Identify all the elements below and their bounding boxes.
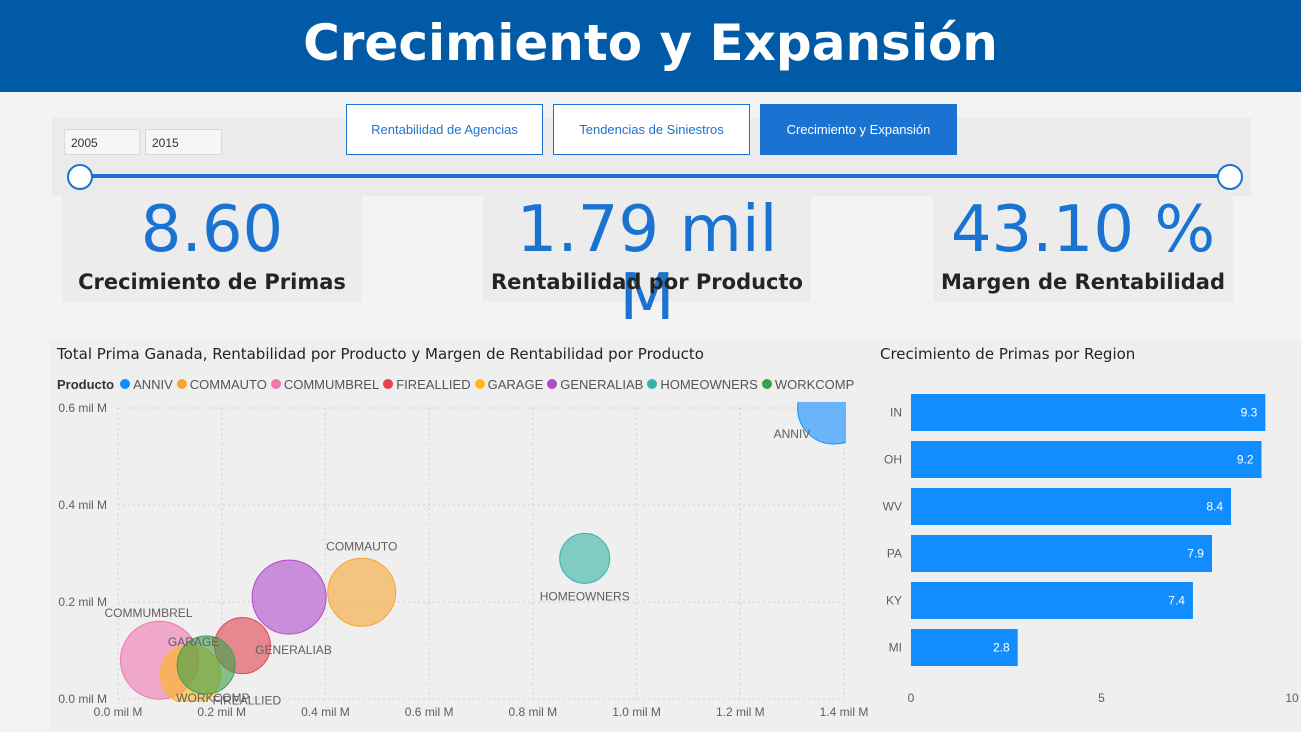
year-slider-end-handle[interactable] [1217, 164, 1243, 190]
legend-marker [383, 379, 394, 389]
start-year-input[interactable]: 2005 [64, 129, 140, 155]
legend-label: COMMUMBREL [283, 376, 380, 392]
bar-ky[interactable] [911, 582, 1193, 619]
legend-label: GARAGE [487, 376, 544, 392]
legend-label: FIREALLIED [396, 376, 471, 392]
end-year-input[interactable]: 2015 [145, 129, 222, 155]
bar-value-label: 9.2 [1237, 453, 1254, 467]
legend-marker [761, 379, 772, 389]
legend-item-generaliab[interactable]: GENERALIAB [547, 377, 643, 392]
nav-button-rentabilidad-agencias[interactable]: Rentabilidad de Agencias [346, 104, 543, 155]
legend-marker [547, 379, 558, 389]
bar-x-tick-label: 5 [1098, 691, 1105, 705]
x-tick-label: 0.4 mil M [301, 705, 350, 719]
bubble-generaliab[interactable] [251, 559, 327, 635]
bar-category-label: KY [886, 594, 902, 608]
bar-in[interactable] [911, 394, 1266, 431]
bar-category-label: IN [890, 406, 902, 420]
bar-category-label: OH [884, 453, 902, 467]
y-tick-label: 0.4 mil M [58, 498, 107, 512]
bar-category-label: PA [887, 547, 902, 561]
x-tick-label: 1.2 mil M [716, 705, 765, 719]
kpi-card-margen-rentabilidad: 43.10 % Margen de Rentabilidad [933, 196, 1233, 302]
title-bar: Crecimiento y Expansión [0, 0, 1301, 92]
kpi-value: 43.10 % [950, 193, 1216, 267]
page-title: Crecimiento y Expansión [303, 14, 998, 72]
legend-item-anniv[interactable]: ANNIV [120, 377, 173, 392]
bar-value-label: 2.8 [993, 641, 1010, 655]
legend-label: WORKCOMP [774, 376, 855, 392]
x-tick-label: 1.0 mil M [612, 705, 661, 719]
kpi-value: 8.60 [140, 193, 284, 267]
x-tick-label: 0.8 mil M [509, 705, 558, 719]
legend-item-garage[interactable]: GARAGE [474, 376, 544, 392]
kpi-label: Margen de Rentabilidad [941, 270, 1225, 294]
bar-value-label: 7.4 [1168, 594, 1185, 608]
year-slider-start-handle[interactable] [67, 164, 93, 190]
kpi-label: Crecimiento de Primas [78, 270, 346, 294]
legend-item-fireallied[interactable]: FIREALLIED [383, 376, 471, 392]
x-tick-label: 1.4 mil M [820, 705, 869, 719]
legend-label: ANNIV [133, 376, 173, 392]
bar-x-tick-label: 10 [1285, 691, 1299, 705]
bubble-homeowners[interactable] [559, 532, 611, 584]
bubble-workcomp[interactable] [176, 635, 236, 695]
legend-item-workcomp[interactable]: WORKCOMP [761, 376, 855, 392]
bar-oh[interactable] [911, 441, 1262, 478]
bar-category-label: MI [889, 641, 902, 655]
scatter-chart-legend: Producto ANNIV COMMAUTO COMMUMBREL FIREALLI… [57, 376, 858, 392]
bubble-label-homeowners: HOMEOWNERS [540, 589, 630, 603]
bubble-label-anniv: ANNIV [774, 427, 811, 441]
legend-marker [120, 379, 131, 389]
scatter-chart-title: Total Prima Ganada, Rentabilidad por Pro… [57, 345, 704, 363]
y-tick-label: 0.2 mil M [58, 595, 107, 609]
kpi-value: 1.79 mil M [516, 193, 778, 335]
kpi-card-rentabilidad-producto: 1.79 mil M Rentabilidad por Producto [483, 196, 811, 332]
bar-value-label: 8.4 [1206, 500, 1223, 514]
bar-chart-title: Crecimiento de Primas por Region [880, 345, 1136, 363]
bar-wv[interactable] [911, 488, 1232, 525]
bar-pa[interactable] [911, 535, 1212, 572]
x-tick-label: 0.6 mil M [405, 705, 454, 719]
bar-value-label: 7.9 [1187, 547, 1204, 561]
kpi-card-crecimiento-primas: 8.60 Crecimiento de Primas [62, 196, 362, 302]
legend-marker [647, 379, 658, 389]
bar-value-label: 9.3 [1241, 406, 1258, 420]
kpi-label: Rentabilidad por Producto [491, 270, 803, 294]
year-slider-track[interactable] [80, 174, 1230, 178]
bubble-label-generaliab: GENERALIAB [255, 643, 332, 657]
y-tick-label: 0.0 mil M [58, 692, 107, 706]
y-tick-label: 0.6 mil M [58, 401, 107, 415]
legend-marker [176, 379, 187, 389]
legend-label: COMMAUTO [189, 376, 267, 392]
bubble-label-garage: GARAGE [168, 635, 219, 649]
legend-marker [270, 379, 281, 389]
bar-mi[interactable] [911, 629, 1018, 666]
bubble-label-commauto: COMMAUTO [326, 539, 397, 553]
bubble-label-fireallied: FIREALLIED [212, 694, 281, 708]
nav-button-tendencias-siniestros[interactable]: Tendencias de Siniestros [553, 104, 750, 155]
x-tick-label: 0.2 mil M [197, 705, 246, 719]
legend-title: Producto [57, 376, 115, 392]
bubble-label-workcomp: WORKCOMP [176, 691, 249, 705]
legend-marker [474, 379, 485, 389]
legend-item-commumbrel[interactable]: COMMUMBREL [270, 376, 380, 392]
x-tick-label: 0.0 mil M [94, 705, 143, 719]
bubble-label-commumbrel: COMMUMBREL [104, 606, 192, 620]
legend-label: HOMEOWNERS [660, 376, 758, 392]
bar-x-tick-label: 0 [908, 691, 915, 705]
legend-label: GENERALIAB [560, 376, 644, 392]
legend-item-commauto[interactable]: COMMAUTO [176, 376, 267, 392]
nav-button-crecimiento-expansion[interactable]: Crecimiento y Expansión [760, 104, 957, 155]
bar-category-label: WV [883, 500, 902, 514]
bubble-commauto[interactable] [327, 557, 397, 627]
bubble-anniv[interactable] [797, 372, 870, 445]
legend-item-homeowners[interactable]: HOMEOWNERS [647, 377, 758, 392]
